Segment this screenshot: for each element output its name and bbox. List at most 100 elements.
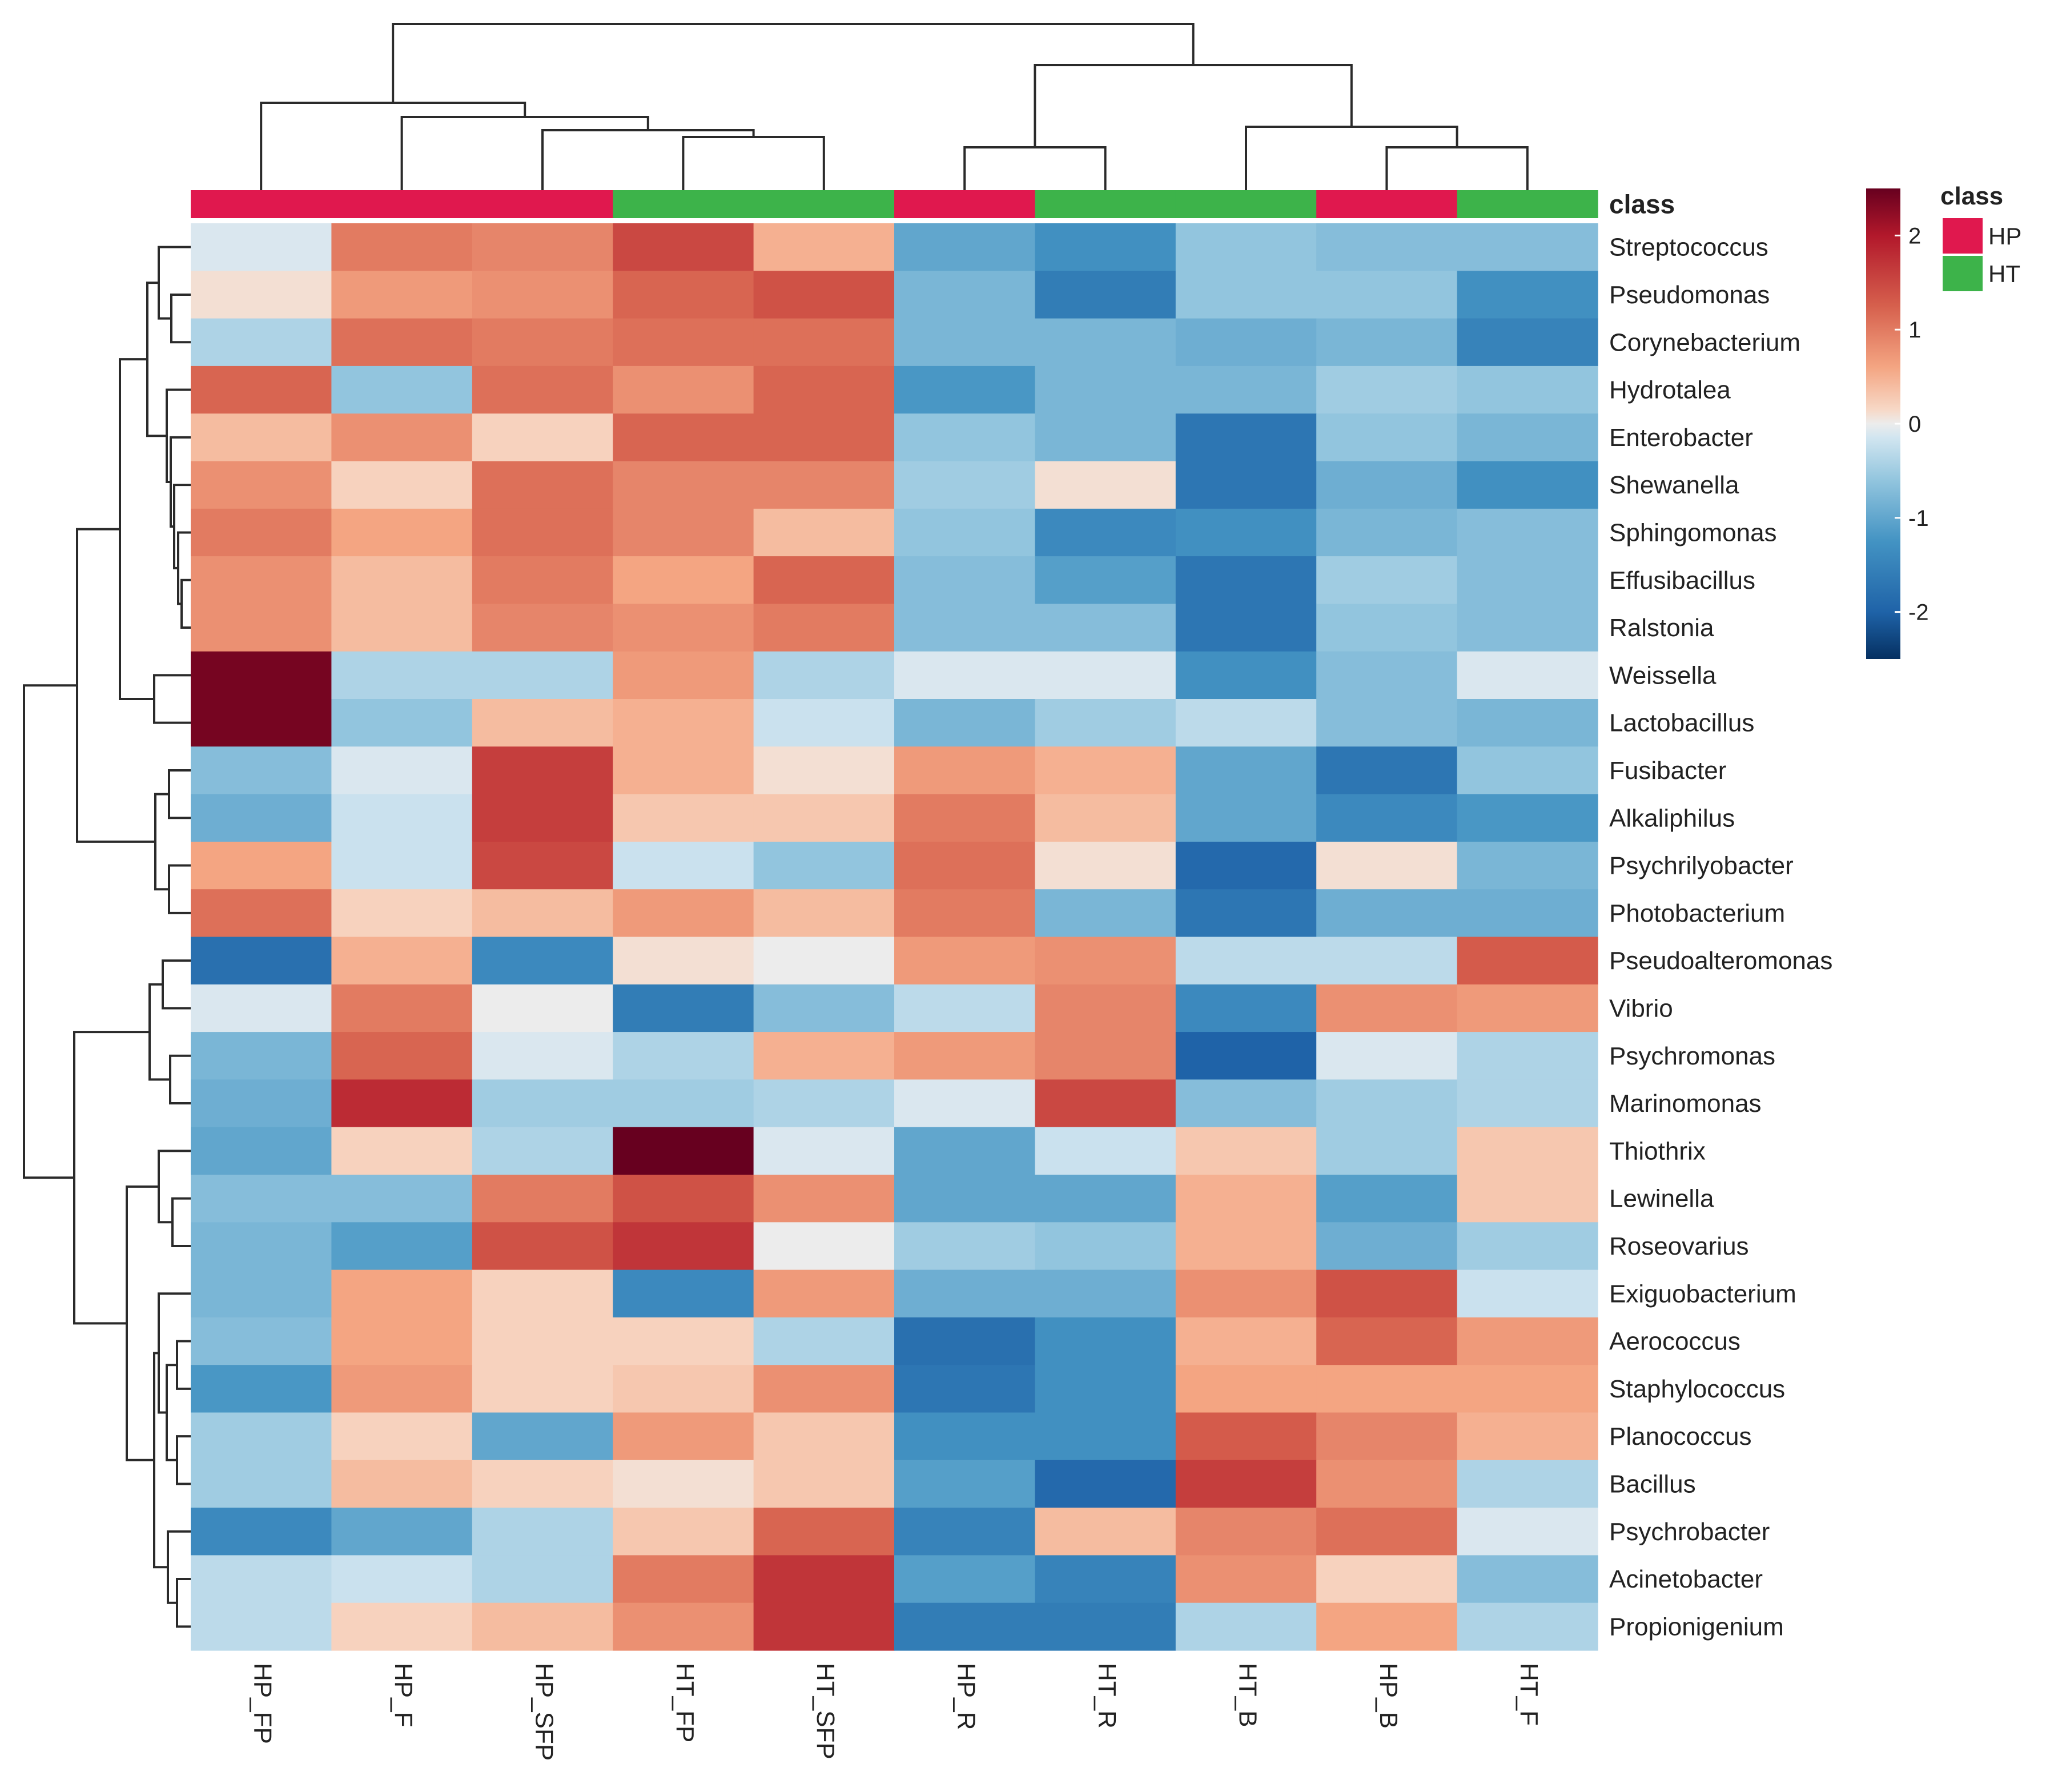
heatmap-cell	[191, 889, 332, 938]
heatmap-cell	[613, 365, 754, 414]
heatmap-cell	[613, 841, 754, 890]
heatmap-cell	[1316, 318, 1458, 367]
heatmap-cell	[1035, 556, 1176, 604]
heatmap-cell	[1035, 1222, 1176, 1271]
heatmap-cell	[1175, 841, 1317, 890]
heatmap-cell	[1457, 556, 1598, 604]
heatmap-cell	[753, 746, 895, 795]
heatmap-cell	[1035, 889, 1176, 938]
heatmap-cell	[472, 1412, 613, 1461]
heatmap-cell	[1175, 1317, 1317, 1365]
heatmap-cell	[1035, 1317, 1176, 1365]
heatmap-cell	[1316, 1032, 1458, 1080]
heatmap-cell	[753, 1365, 895, 1413]
heatmap-cell	[472, 1508, 613, 1556]
heatmap-cell	[613, 508, 754, 557]
column-label: HP_B	[1374, 1663, 1402, 1729]
heatmap-cell	[191, 651, 332, 700]
row-label: Psychrobacter	[1609, 1518, 1770, 1546]
heatmap-cell	[1035, 1079, 1176, 1128]
heatmap-cell	[1457, 1222, 1598, 1271]
heatmap-cell	[894, 1602, 1035, 1651]
heatmap-cell	[1035, 461, 1176, 509]
heatmap-cell	[1035, 1460, 1176, 1508]
row-label: Pseudomonas	[1609, 281, 1770, 309]
row-label: Staphylococcus	[1609, 1375, 1785, 1403]
heatmap-cell	[1316, 984, 1458, 1032]
heatmap-cell	[1457, 746, 1598, 795]
heatmap-cell	[1175, 1127, 1317, 1175]
heatmap-cell	[613, 318, 754, 367]
heatmap-cell	[191, 604, 332, 652]
heatmap-cells	[191, 223, 1598, 1651]
heatmap-cell	[191, 1222, 332, 1271]
heatmap-cell	[894, 1412, 1035, 1461]
heatmap-cell	[1035, 1032, 1176, 1080]
heatmap-cell	[1035, 937, 1176, 985]
row-label: Psychrilyobacter	[1609, 852, 1794, 880]
heatmap-cell	[472, 318, 613, 367]
heatmap-cell	[1175, 1460, 1317, 1508]
heatmap-cell	[472, 794, 613, 842]
dendrogram-branch	[23, 684, 77, 1179]
row-label: Photobacterium	[1609, 899, 1785, 927]
heatmap-cell	[1457, 365, 1598, 414]
heatmap-cell	[191, 1602, 332, 1651]
heatmap-cell	[753, 413, 895, 462]
heatmap-cell	[1175, 1079, 1317, 1128]
heatmap-cell	[613, 556, 754, 604]
heatmap-cell	[1316, 1222, 1458, 1271]
heatmap-cell	[753, 699, 895, 747]
heatmap-cell	[331, 1412, 473, 1461]
heatmap-cell	[753, 1412, 895, 1461]
heatmap-cell	[1035, 223, 1176, 271]
color-scale-tick-label: 1	[1908, 318, 1921, 343]
heatmap-cell	[894, 841, 1035, 890]
heatmap-cell	[331, 889, 473, 938]
heatmap-cell	[613, 1365, 754, 1413]
heatmap-cell	[191, 1508, 332, 1556]
heatmap-cell	[1457, 1555, 1598, 1604]
heatmap-cell	[1457, 699, 1598, 747]
column-label: HT_B	[1233, 1663, 1261, 1727]
heatmap-cell	[1457, 1412, 1598, 1461]
heatmap-cell	[1175, 1508, 1317, 1556]
class-bar-segment	[472, 190, 613, 218]
column-label: HT_F	[1515, 1663, 1543, 1726]
heatmap-cell	[1035, 318, 1176, 367]
heatmap-cell	[1316, 1365, 1458, 1413]
heatmap-cell	[1457, 1508, 1598, 1556]
heatmap-cell	[1175, 937, 1317, 985]
row-label: Weissella	[1609, 661, 1717, 689]
heatmap-cell	[1175, 1222, 1317, 1271]
class-bar-segment	[1316, 190, 1458, 218]
heatmap-cell	[1035, 1365, 1176, 1413]
heatmap-cell	[472, 1127, 613, 1175]
heatmap-cell	[331, 556, 473, 604]
heatmap-cell	[1175, 365, 1317, 414]
heatmap-cell	[753, 1460, 895, 1508]
heatmap-cell	[1175, 1269, 1317, 1318]
heatmap-cell	[472, 1175, 613, 1223]
heatmap-cell	[1457, 1269, 1598, 1318]
heatmap-cell	[1316, 1460, 1458, 1508]
heatmap-cell	[331, 1508, 473, 1556]
heatmap-cell	[1175, 556, 1317, 604]
heatmap-cell	[191, 1412, 332, 1461]
class-legend-swatch	[1943, 256, 1983, 291]
heatmap-cell	[1316, 699, 1458, 747]
heatmap-cell	[753, 1079, 895, 1128]
heatmap-cell	[472, 413, 613, 462]
heatmap-cell	[1175, 984, 1317, 1032]
heatmap-cell	[613, 1127, 754, 1175]
heatmap-cell	[894, 1365, 1035, 1413]
class-legend-item-label: HT	[1988, 260, 2020, 287]
heatmap-cell	[894, 1317, 1035, 1365]
heatmap-cell	[753, 1269, 895, 1318]
heatmap-cell	[191, 556, 332, 604]
heatmap-cell	[331, 1127, 473, 1175]
heatmap-cell	[1175, 1412, 1317, 1461]
heatmap-cell	[331, 1460, 473, 1508]
heatmap-cell	[613, 937, 754, 985]
